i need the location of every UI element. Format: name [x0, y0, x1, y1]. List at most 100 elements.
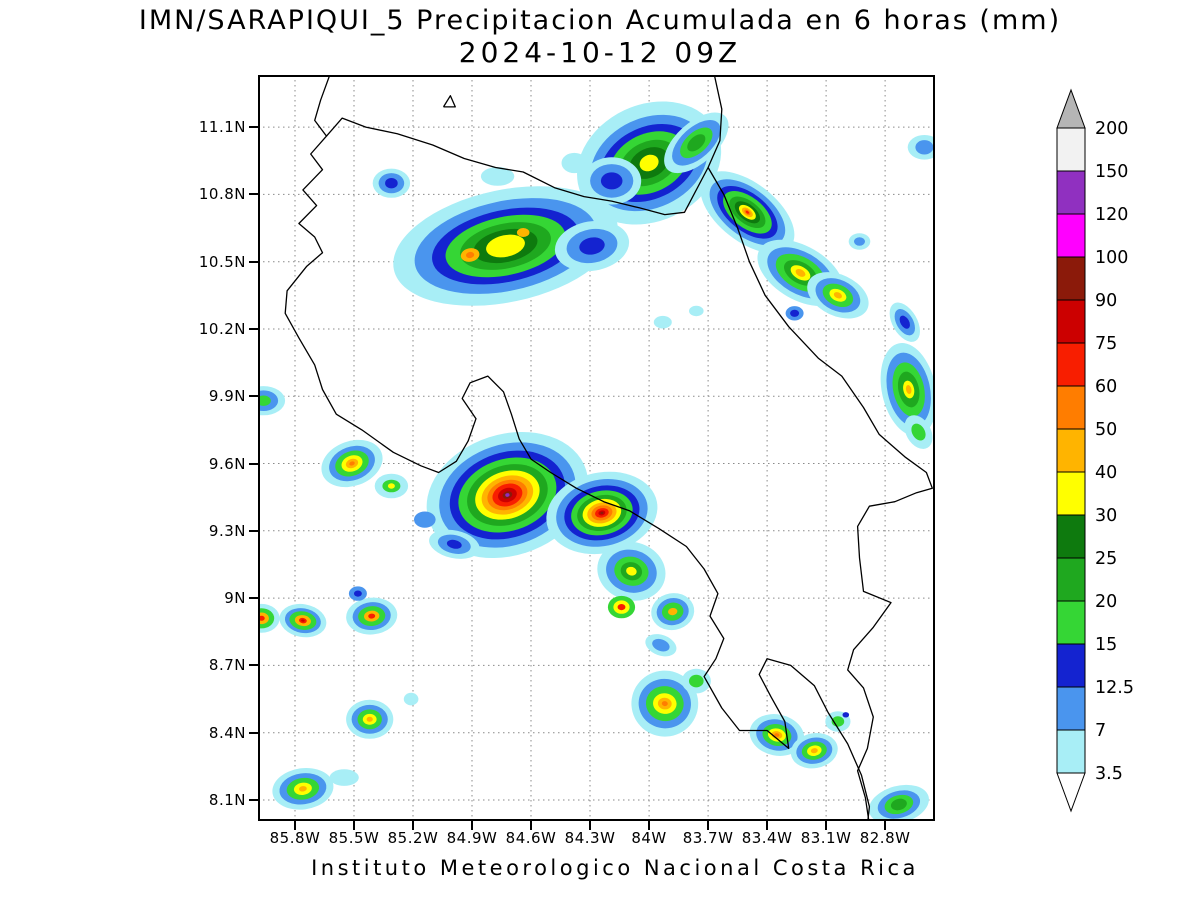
colorbar-segment — [1056, 600, 1086, 645]
precip-contour — [516, 228, 530, 237]
y-tick-label: 9.9N — [208, 387, 246, 406]
colorbar-segment — [1056, 643, 1086, 688]
plot-frame — [258, 75, 935, 821]
colorbar-segment — [1056, 471, 1086, 516]
precip-contour — [385, 178, 398, 189]
colorbar-label: 30 — [1095, 506, 1117, 526]
precip-contour — [653, 315, 672, 329]
precip-cell — [561, 152, 588, 174]
colorbar-label: 90 — [1095, 291, 1117, 311]
colorbar-label: 200 — [1095, 119, 1128, 139]
precip-cell — [645, 634, 677, 657]
precip-cell — [653, 315, 672, 329]
precip-contour — [661, 701, 668, 707]
precip-cell — [582, 157, 642, 205]
precip-contour — [689, 674, 704, 688]
precip-cell — [807, 272, 869, 319]
y-tick-label: 8.7N — [208, 656, 246, 675]
colorbar-label: 25 — [1095, 549, 1117, 569]
x-tick-mark — [884, 821, 887, 830]
precip-cell — [664, 112, 729, 174]
precip-cell — [689, 305, 704, 317]
y-tick-mark — [249, 731, 258, 734]
precip-cell — [516, 228, 530, 237]
colorbar-segment — [1056, 729, 1086, 774]
precip-cell — [607, 595, 636, 619]
colorbar-under-arrow — [1056, 772, 1086, 813]
precip-contour — [911, 423, 926, 441]
y-tick-label: 10.2N — [198, 319, 246, 338]
precip-cell — [597, 541, 666, 601]
y-tick-mark — [249, 193, 258, 196]
precip-cell — [631, 670, 699, 737]
y-tick-label: 10.8N — [198, 185, 246, 204]
precip-cell — [700, 171, 795, 254]
precip-cell — [348, 586, 367, 601]
colorbar-label: 75 — [1095, 334, 1117, 354]
map-plot-area — [241, 73, 942, 825]
precip-cell — [243, 603, 280, 633]
precip-cell — [546, 471, 658, 555]
x-tick-label: 82.8W — [859, 829, 911, 847]
y-tick-mark — [249, 327, 258, 330]
x-tick-label: 83.7W — [682, 829, 734, 847]
colorbar: 3.5 7 12.5 15 20 25 30 40 50 60 75 90 100 120 150 200 — [1056, 88, 1134, 813]
precip-cell — [749, 714, 805, 756]
precip-cell — [460, 248, 480, 262]
precip-contour — [403, 692, 419, 706]
x-tick-label: 83.1W — [800, 829, 852, 847]
precip-contour — [366, 716, 373, 722]
precip-contour — [842, 712, 850, 718]
precip-cell — [554, 220, 630, 272]
precip-cell — [842, 712, 850, 718]
x-tick-mark — [589, 821, 592, 830]
precip-cell — [372, 168, 411, 198]
y-tick-mark — [249, 126, 258, 129]
precip-contour — [810, 748, 818, 754]
precip-cell — [329, 769, 359, 786]
x-tick-label: 84W — [631, 829, 667, 847]
precip-contour — [652, 638, 670, 652]
x-tick-mark — [707, 821, 710, 830]
precip-contour — [790, 309, 800, 317]
precip-contour — [505, 493, 510, 497]
precip-contour — [368, 613, 376, 619]
coastline-path — [326, 117, 933, 825]
x-tick-mark — [412, 821, 415, 830]
precip-contour — [905, 385, 912, 394]
precip-contour — [561, 152, 588, 174]
precip-contour — [486, 234, 525, 258]
precip-contour — [480, 167, 515, 186]
precip-cell — [785, 306, 804, 321]
colorbar-over-arrow — [1056, 88, 1086, 129]
colorbar-label: 60 — [1095, 377, 1117, 397]
colorbar-segment — [1056, 256, 1086, 301]
precip-contour — [687, 134, 706, 152]
colorbar-segment — [1056, 686, 1086, 731]
precip-contour — [414, 511, 436, 528]
coastline-path — [442, 95, 456, 108]
map-canvas — [241, 73, 942, 825]
precip-cell — [241, 386, 286, 416]
precip-contour — [301, 619, 305, 622]
colorbar-segment — [1056, 428, 1086, 473]
precip-contour — [299, 786, 307, 792]
precip-cell — [414, 511, 436, 528]
precip-cell — [480, 167, 515, 186]
precip-contour — [617, 604, 626, 611]
y-tick-mark — [249, 260, 258, 263]
y-tick-label: 11.1N — [198, 118, 246, 137]
precip-cell — [790, 732, 838, 769]
precip-cell — [681, 668, 711, 694]
precip-contour — [600, 511, 604, 515]
y-tick-label: 8.4N — [208, 723, 246, 742]
colorbar-label: 7 — [1095, 721, 1106, 741]
precip-cell — [889, 302, 920, 342]
precip-cell — [868, 784, 929, 825]
colorbar-label: 120 — [1095, 205, 1128, 225]
colorbar-label: 3.5 — [1095, 764, 1123, 784]
y-tick-label: 9.3N — [208, 521, 246, 540]
colorbar-label: 100 — [1095, 248, 1128, 268]
x-tick-mark — [530, 821, 533, 830]
y-tick-mark — [249, 395, 258, 398]
